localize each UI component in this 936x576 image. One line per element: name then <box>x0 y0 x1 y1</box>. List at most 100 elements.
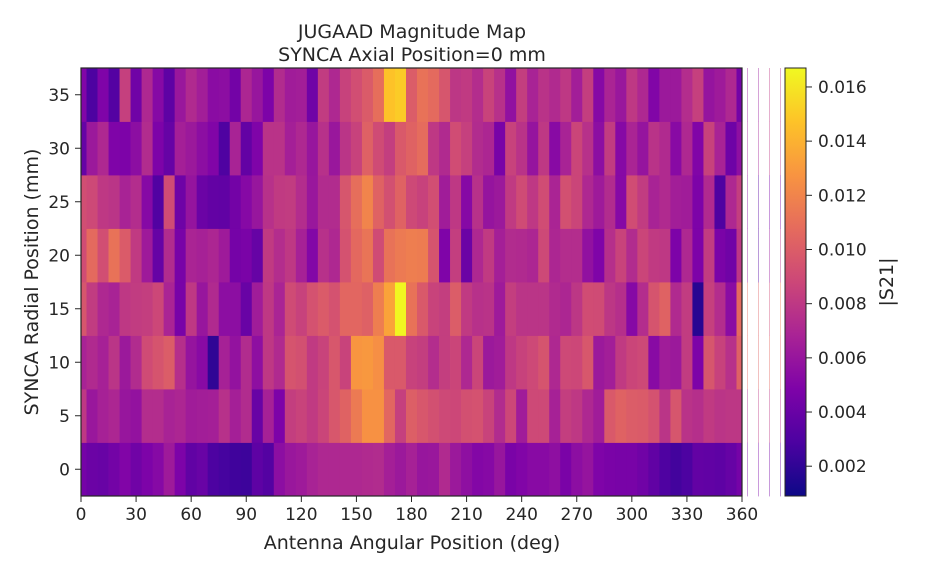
heatmap-cell <box>284 175 297 229</box>
y-tick-label: 0 <box>59 460 70 480</box>
heatmap-cell <box>681 175 693 229</box>
heatmap-cell <box>725 121 737 176</box>
heatmap-cell <box>615 68 627 122</box>
heatmap-cell <box>725 389 737 443</box>
heatmap-cell <box>383 228 396 283</box>
heatmap-cell <box>450 282 462 336</box>
heatmap-cell <box>97 121 109 176</box>
heatmap-cell <box>273 228 286 283</box>
heatmap-cell <box>361 335 374 390</box>
heatmap-cell <box>659 442 671 497</box>
heatmap-cell <box>86 442 98 497</box>
heatmap-cell <box>461 121 473 176</box>
heatmap-cell <box>229 68 242 122</box>
heatmap-cell <box>251 68 264 122</box>
heatmap-cell <box>372 335 385 390</box>
heatmap-cell <box>439 335 451 390</box>
heatmap-cell <box>372 228 385 283</box>
heatmap-cell <box>703 121 715 176</box>
heatmap-cell <box>394 442 407 497</box>
heatmap-cell <box>494 121 506 176</box>
heatmap-cell <box>681 228 693 283</box>
heatmap-cell <box>306 389 319 443</box>
heatmap-cell <box>152 121 165 176</box>
heatmap-cell <box>670 68 682 122</box>
heatmap-cell <box>714 282 726 336</box>
heatmap-cell <box>361 228 374 283</box>
heatmap-cell <box>218 68 231 122</box>
heatmap-cell <box>295 335 308 390</box>
heatmap-cell <box>549 282 561 336</box>
heatmap-cell <box>394 282 407 336</box>
heatmap-cell <box>328 442 341 497</box>
heatmap-cell <box>350 175 363 229</box>
heatmap-cell <box>394 335 407 390</box>
heatmap-cell <box>119 335 131 390</box>
heatmap-cell <box>494 175 506 229</box>
heatmap-cell <box>394 68 407 122</box>
heatmap-cell <box>604 442 616 497</box>
heatmap-cell <box>461 228 473 283</box>
heatmap-cell <box>328 121 341 176</box>
heatmap-cell <box>405 389 418 443</box>
heatmap-cell <box>207 228 220 283</box>
heatmap-cell <box>207 175 220 229</box>
heatmap-cell <box>207 121 220 176</box>
heatmap-cell <box>185 442 198 497</box>
colorbar-label: |S21| <box>876 257 898 306</box>
heatmap-cell <box>328 68 341 122</box>
heatmap-cell <box>417 335 429 390</box>
heatmap-cell <box>174 121 187 176</box>
heatmap-cell <box>86 175 98 229</box>
heatmap-cell <box>273 175 286 229</box>
heatmap-cell <box>207 282 220 336</box>
heatmap-cell <box>659 68 671 122</box>
heatmap-cell <box>692 335 704 390</box>
heatmap-cell <box>703 68 715 122</box>
heatmap-cell <box>130 389 142 443</box>
heatmap-cell <box>714 228 726 283</box>
heatmap-cell <box>571 389 583 443</box>
heatmap-cell <box>229 335 242 390</box>
heatmap-cell <box>428 175 440 229</box>
heatmap-cell <box>659 389 671 443</box>
heatmap-cell <box>119 68 131 122</box>
heatmap-cell <box>472 121 484 176</box>
y-tick-label: 20 <box>48 246 70 266</box>
heatmap-cell <box>549 121 561 176</box>
heatmap-cell <box>637 68 649 122</box>
heatmap-cell <box>428 68 440 122</box>
colorbar-tick-label: 0.014 <box>818 132 867 152</box>
heatmap-cell <box>339 228 352 283</box>
heatmap-cell <box>538 442 550 497</box>
heatmap-cell <box>615 175 627 229</box>
heatmap-cell <box>560 442 572 497</box>
heatmap-cell <box>361 121 374 176</box>
heatmap-cell <box>130 121 142 176</box>
heatmap-cell <box>659 121 671 176</box>
heatmap-cell <box>450 121 462 176</box>
heatmap-cell <box>306 442 319 497</box>
heatmap-cell <box>483 68 495 122</box>
heatmap-cell <box>262 335 275 390</box>
heatmap-cell <box>450 335 462 390</box>
heatmap-cell <box>670 121 682 176</box>
heatmap-cell <box>350 335 363 390</box>
heatmap-cell <box>141 175 154 229</box>
heatmap-cell <box>306 175 319 229</box>
heatmap-cell <box>251 442 264 497</box>
heatmap-cell <box>372 282 385 336</box>
heatmap-cell <box>571 121 583 176</box>
heatmap-cell <box>670 335 682 390</box>
heatmap-cell <box>505 175 517 229</box>
heatmap-cell <box>648 389 660 443</box>
heatmap-cell <box>174 228 187 283</box>
heatmap-cell <box>394 389 407 443</box>
heatmap-cell <box>317 175 330 229</box>
heatmap-cell <box>505 389 517 443</box>
heatmap-cell <box>405 442 418 497</box>
heatmap-cell <box>273 389 286 443</box>
heatmap-cell <box>439 442 451 497</box>
heatmap-cell <box>284 68 297 122</box>
heatmap-cell <box>339 175 352 229</box>
